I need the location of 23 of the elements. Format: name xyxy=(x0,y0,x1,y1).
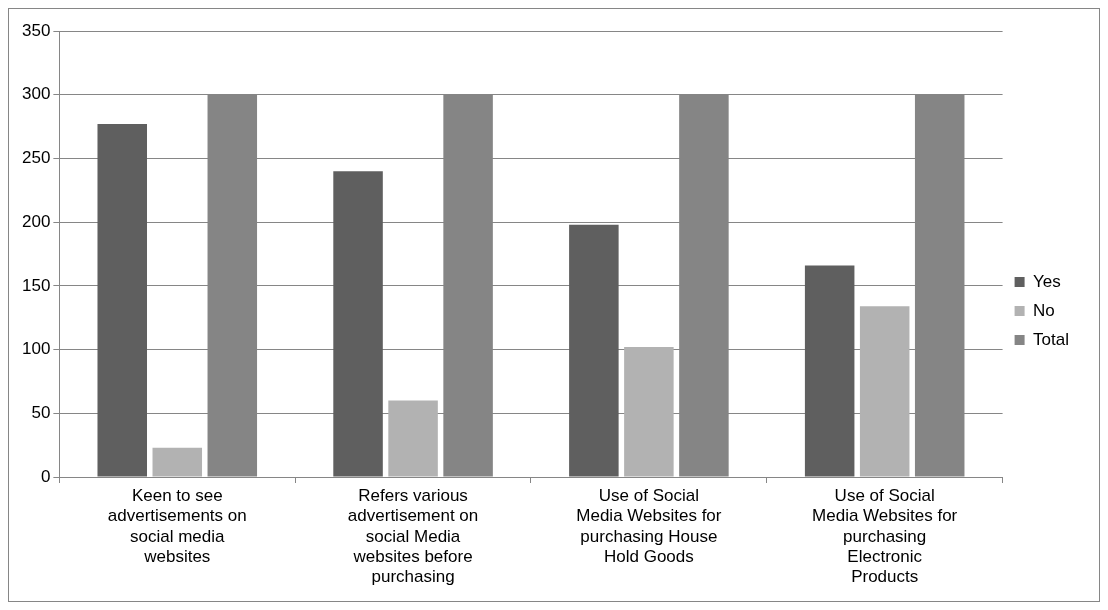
bar xyxy=(388,400,438,477)
bar xyxy=(152,447,203,477)
bar xyxy=(804,265,855,477)
x-tick-label: Keen to see advertisements on social media websites xyxy=(107,485,247,567)
x-tick-label: Use of Social Media Websites for purchasing Electronic Products xyxy=(812,485,958,587)
y-tick-label: 250 xyxy=(21,148,51,168)
y-tick-label: 350 xyxy=(21,20,51,40)
bar xyxy=(624,347,674,477)
y-tick-label: 300 xyxy=(21,84,51,104)
x-tick-label: Use of Social Media Websites for purchasing House Hold Goods xyxy=(576,485,722,567)
y-tick-label: 0 xyxy=(40,466,51,486)
y-tick-label: 100 xyxy=(21,339,51,359)
bar xyxy=(333,171,383,477)
bar xyxy=(859,306,910,477)
legend-label: Total xyxy=(1033,329,1070,349)
bar xyxy=(97,124,148,477)
bar xyxy=(569,224,619,477)
x-tick-label: Refers various advertisement on social Media websites before purchasing xyxy=(347,485,479,587)
y-tick-label: 50 xyxy=(31,402,51,422)
y-tick-label: 150 xyxy=(21,275,51,295)
y-tick-label: 200 xyxy=(21,211,51,231)
legend-label: Yes xyxy=(1033,271,1061,291)
legend-label: No xyxy=(1033,300,1055,320)
